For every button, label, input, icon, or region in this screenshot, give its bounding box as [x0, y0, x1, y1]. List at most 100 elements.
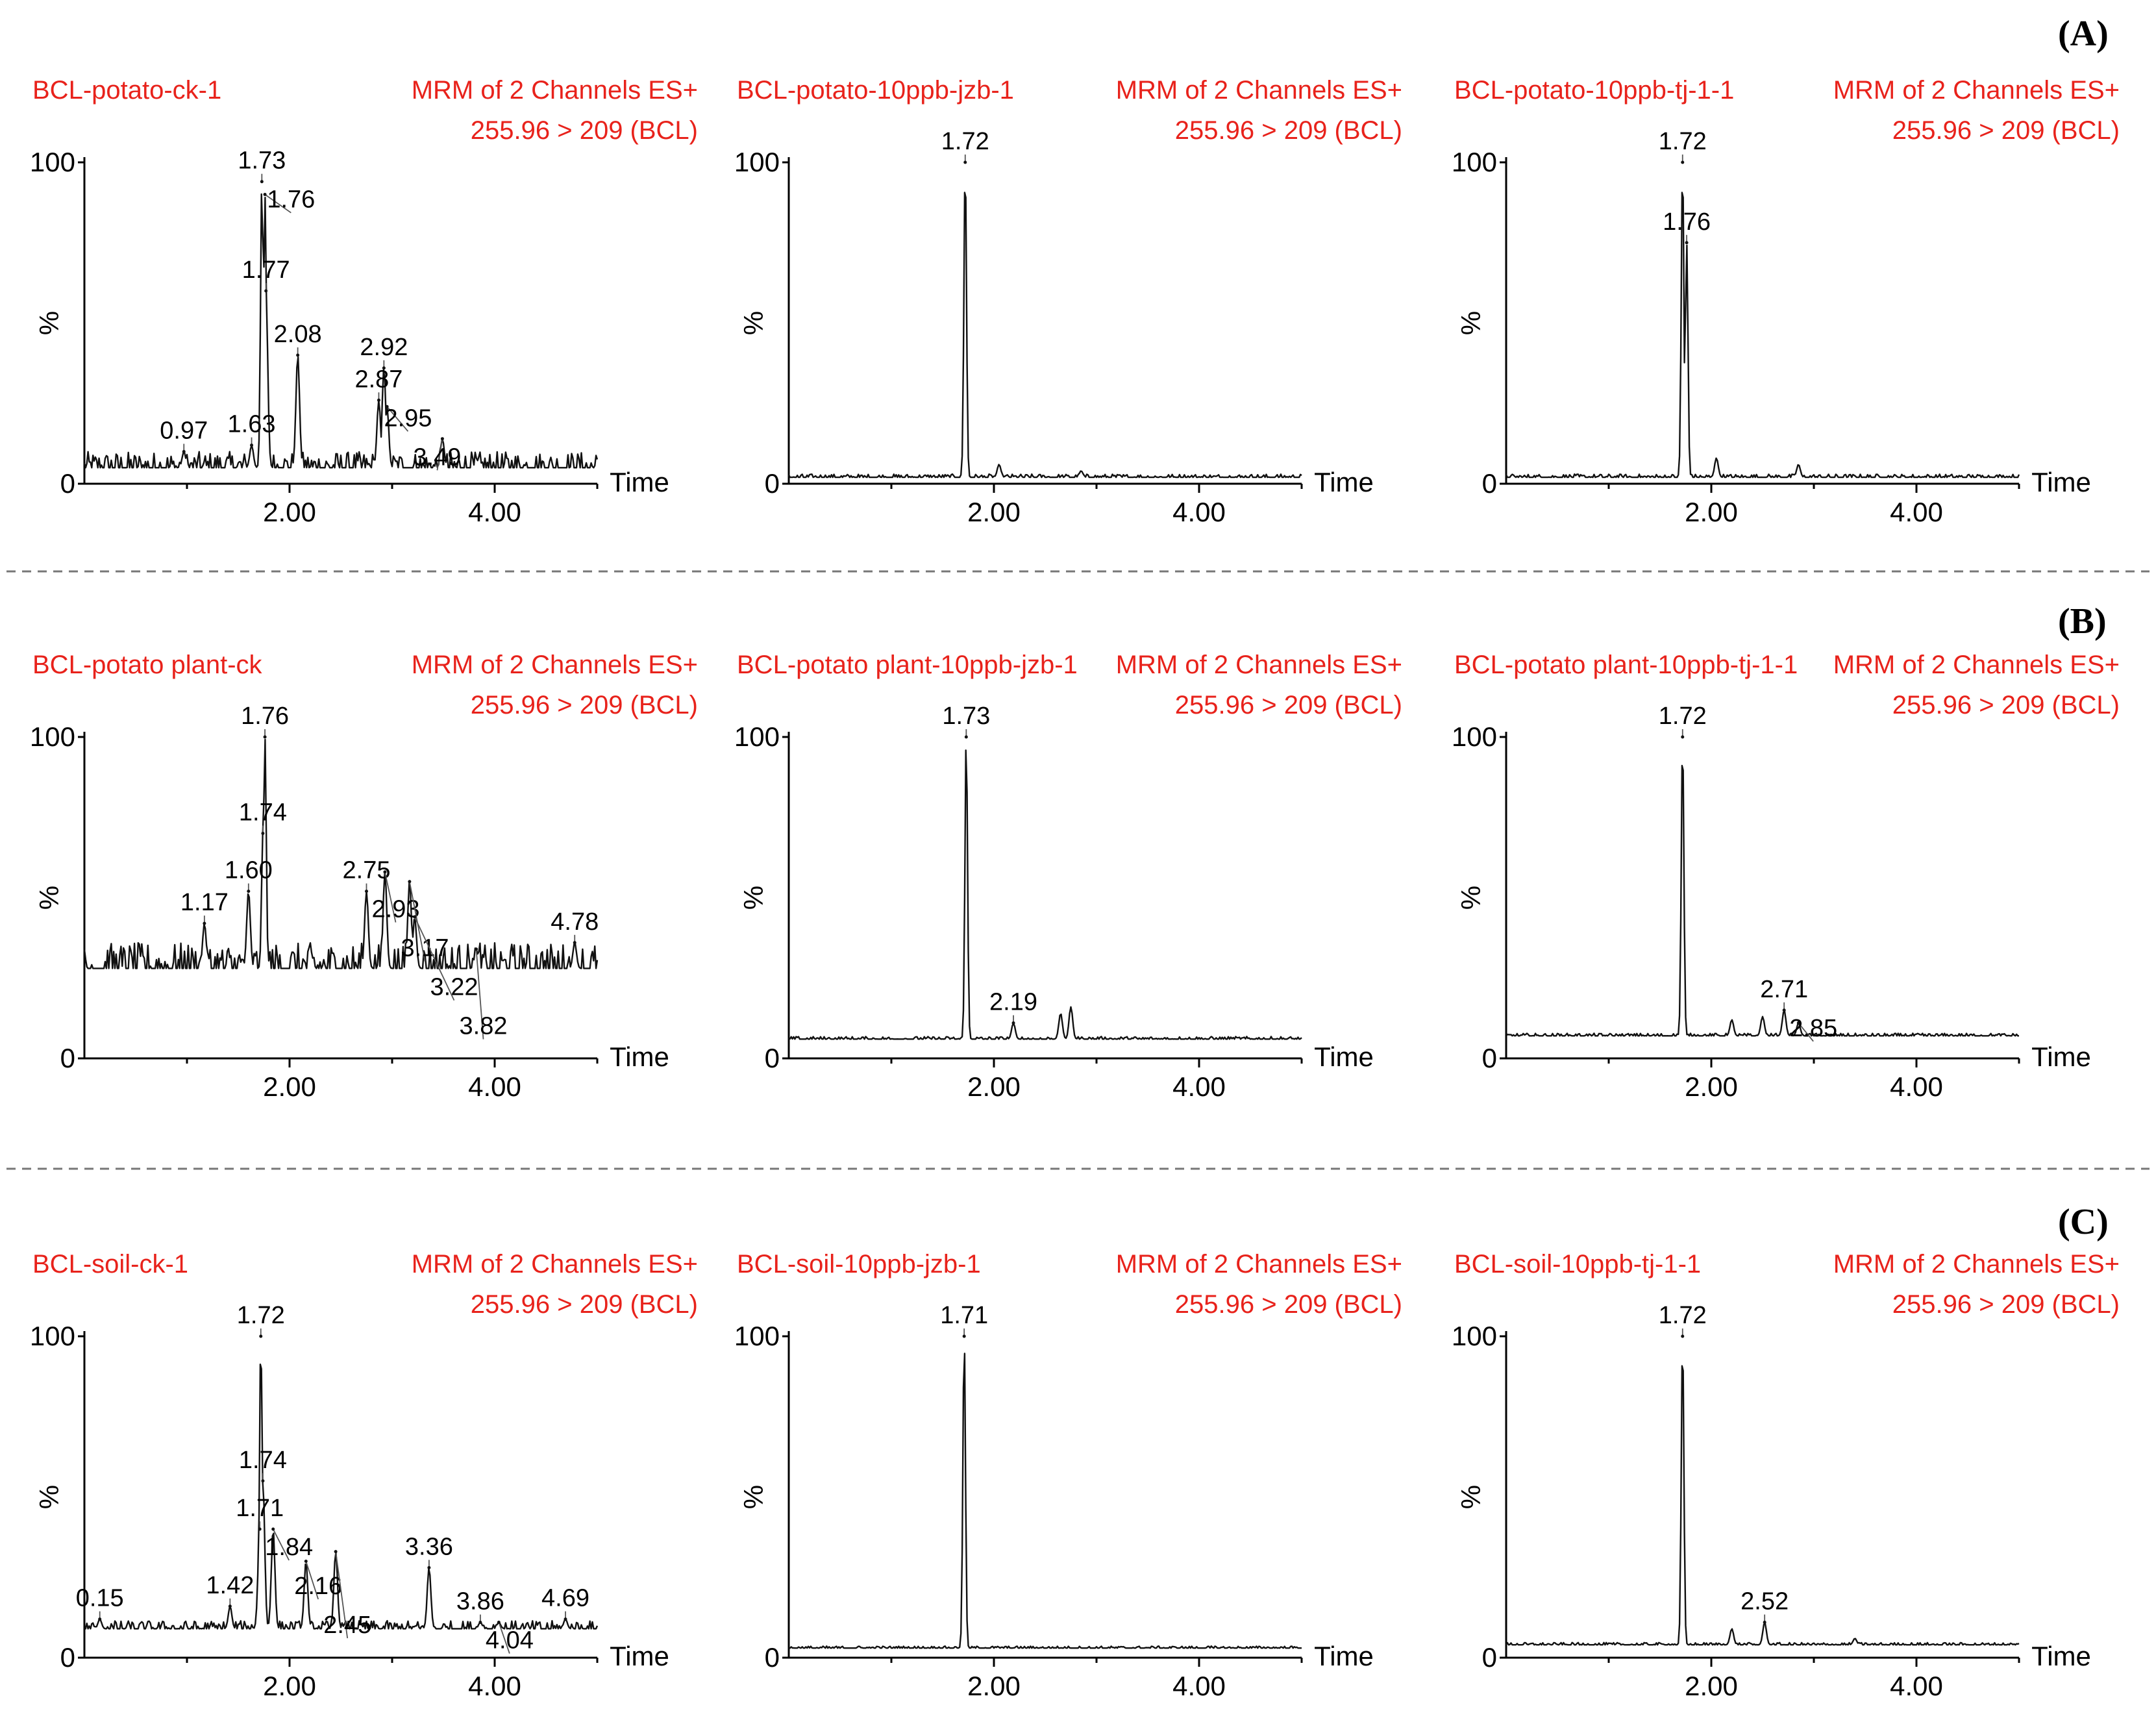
x-axis-label: Time	[2031, 467, 2091, 497]
peak-apex	[962, 1334, 966, 1338]
group-label: (A)	[2058, 14, 2109, 54]
peak-apex	[1681, 160, 1685, 164]
peak-leader	[264, 193, 291, 214]
y-tick-label: 100	[734, 1321, 780, 1351]
y-tick-label: 100	[1452, 1321, 1497, 1351]
peak-label: 2.95	[384, 405, 432, 432]
y-axis-label: %	[34, 886, 64, 910]
peak-apex	[963, 160, 967, 164]
y-axis-label: %	[34, 1485, 64, 1509]
peak-apex	[334, 1550, 338, 1554]
x-axis-label: Time	[1314, 467, 1374, 497]
group-label: (C)	[2058, 1202, 2109, 1242]
y-axis-label: %	[34, 311, 64, 335]
peak-apex	[247, 890, 251, 893]
peak-label: 1.72	[1659, 128, 1707, 155]
peak-apex	[385, 405, 389, 408]
peak-label: 4.69	[541, 1585, 589, 1612]
peak-apex	[182, 450, 186, 453]
y-tick-label: 0	[60, 468, 75, 499]
channel-transition: 255.96 > 209 (BCL)	[1175, 116, 1402, 145]
y-axis-label: %	[1456, 886, 1486, 910]
peak-label: 1.76	[1663, 208, 1711, 236]
sample-name: BCL-potato-10ppb-jzb-1	[737, 76, 1014, 105]
channel-info: MRM of 2 Channels ES+	[1116, 651, 1402, 679]
peak-label: 1.77	[242, 256, 290, 284]
peak-label: 1.42	[206, 1572, 254, 1599]
y-tick-label: 0	[1482, 1642, 1497, 1673]
chromatogram-trace	[83, 193, 599, 469]
chromatogram-trace	[84, 1364, 599, 1630]
y-tick-label: 0	[765, 1043, 780, 1073]
peak-label: 2.71	[1760, 976, 1808, 1003]
channel-transition: 255.96 > 209 (BCL)	[471, 116, 698, 145]
chromatogram-panel: BCL-potato-10ppb-jzb-1 MRM of 2 Channels …	[734, 76, 1402, 527]
peak-label: 3.22	[430, 974, 478, 1001]
peak-leader	[498, 1622, 510, 1654]
channel-info: MRM of 2 Channels ES+	[1833, 1250, 2120, 1278]
peak-label: 2.93	[372, 896, 420, 923]
x-tick-label: 2.00	[967, 497, 1021, 527]
sample-name: BCL-potato plant-10ppb-tj-1-1	[1454, 651, 1798, 679]
peak-label: 3.86	[456, 1588, 504, 1615]
x-tick-label: 4.00	[1172, 1671, 1226, 1701]
channel-info: MRM of 2 Channels ES+	[412, 76, 698, 105]
peak-label: 1.71	[236, 1495, 284, 1522]
peak-leader	[386, 406, 409, 432]
x-tick-label: 2.00	[1685, 497, 1738, 527]
chromatogram-panel: BCL-potato plant-10ppb-jzb-1 MRM of 2 Cha…	[734, 651, 1402, 1102]
channel-transition: 255.96 > 209 (BCL)	[1892, 1290, 2120, 1319]
peak-leader	[1798, 1022, 1814, 1042]
peak-label: 1.72	[941, 128, 989, 155]
x-tick-label: 4.00	[1890, 497, 1943, 527]
peak-label: 2.75	[343, 857, 391, 884]
chart-group: (B) BCL-potato plant-ck MRM of 2 Channels …	[30, 601, 2120, 1102]
chromatogram-panel: BCL-potato-ck-1 MRM of 2 Channels ES+ 255.…	[30, 76, 698, 527]
peak-apex	[1763, 1621, 1766, 1625]
x-tick-label: 2.00	[263, 1071, 316, 1102]
peak-apex	[478, 1621, 482, 1625]
y-axis-label: %	[738, 1485, 769, 1509]
peak-leader	[475, 949, 484, 1040]
peak-apex	[1782, 1008, 1786, 1012]
channel-transition: 255.96 > 209 (BCL)	[1175, 1290, 1402, 1319]
channel-info: MRM of 2 Channels ES+	[412, 651, 698, 679]
peak-apex	[497, 1621, 501, 1625]
sample-name: BCL-soil-ck-1	[32, 1250, 188, 1278]
x-axis-label: Time	[2031, 1041, 2091, 1072]
chromatogram-trace	[788, 749, 1302, 1040]
x-tick-label: 4.00	[468, 1671, 521, 1701]
channel-transition: 255.96 > 209 (BCL)	[471, 691, 698, 719]
channel-transition: 255.96 > 209 (BCL)	[1892, 691, 2120, 719]
peak-apex	[98, 1617, 102, 1621]
channel-transition: 255.96 > 209 (BCL)	[471, 1290, 698, 1319]
channel-transition: 255.96 > 209 (BCL)	[1892, 116, 2120, 145]
peak-apex	[573, 941, 576, 945]
channel-info: MRM of 2 Channels ES+	[1833, 651, 2120, 679]
x-axis-label: Time	[1314, 1641, 1374, 1671]
peak-label: 0.97	[160, 418, 208, 445]
peak-leader	[414, 916, 455, 1001]
chromatogram-panel: BCL-potato-10ppb-tj-1-1 MRM of 2 Channels…	[1452, 76, 2120, 527]
chromatogram-panel: BCL-soil-ck-1 MRM of 2 Channels ES+ 255.96…	[30, 1250, 698, 1701]
sample-name: BCL-soil-10ppb-tj-1-1	[1454, 1250, 1701, 1278]
peak-label: 2.16	[294, 1573, 342, 1600]
channel-transition: 255.96 > 209 (BCL)	[1175, 691, 1402, 719]
peak-label: 1.17	[180, 889, 229, 916]
peak-apex	[427, 1565, 431, 1569]
x-tick-label: 2.00	[1685, 1671, 1738, 1701]
peak-leader	[436, 438, 443, 471]
sample-name: BCL-potato plant-ck	[32, 651, 263, 679]
channel-info: MRM of 2 Channels ES+	[412, 1250, 698, 1278]
chart-group: (A) BCL-potato-ck-1 MRM of 2 Channels ES+ 2…	[30, 14, 2120, 527]
peak-label: 2.08	[274, 321, 322, 348]
chromatogram-trace	[83, 738, 599, 969]
chromatogram-trace	[1505, 764, 2019, 1037]
peak-leader	[384, 871, 397, 923]
chromatogram-panel: BCL-soil-10ppb-tj-1-1 MRM of 2 Channels E…	[1452, 1250, 2120, 1701]
x-tick-label: 2.00	[967, 1671, 1021, 1701]
chromatogram-trace	[1505, 192, 2020, 479]
chromatogram-trace	[789, 1353, 1302, 1649]
peak-label: 1.60	[225, 857, 273, 884]
